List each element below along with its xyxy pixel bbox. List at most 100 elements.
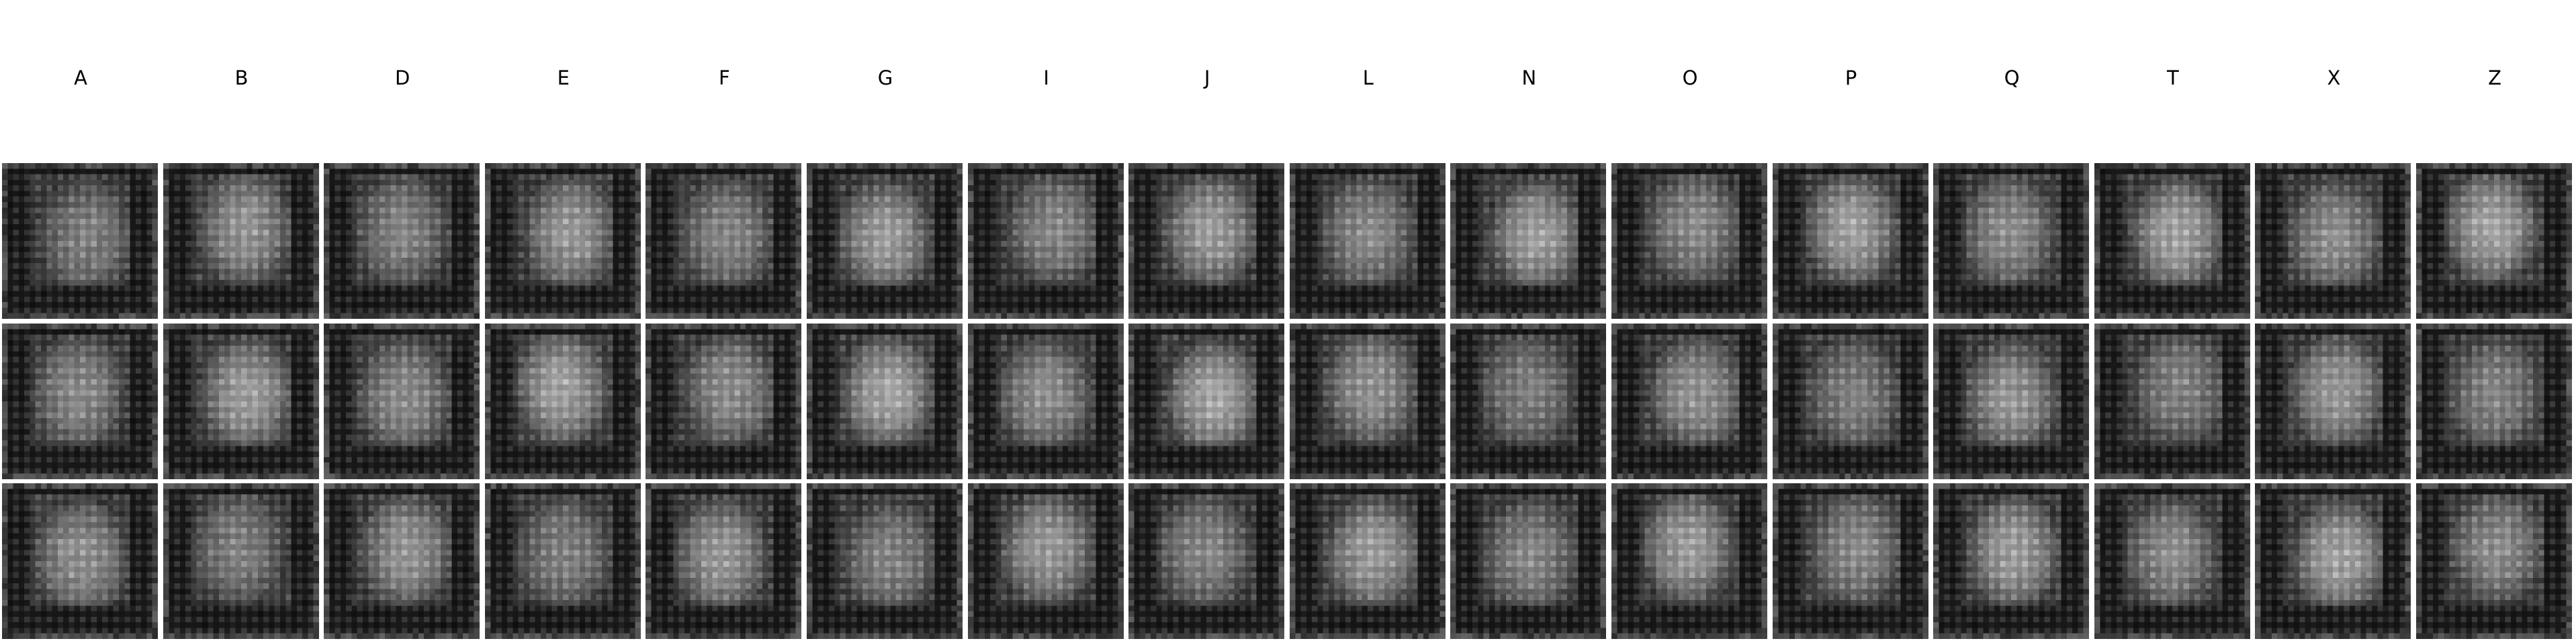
sample-cell-f-row-3 [646, 483, 802, 640]
column-label-d: D [322, 64, 483, 91]
sample-image [1450, 163, 1607, 319]
sample-image [807, 163, 963, 319]
column-label-e: E [483, 64, 644, 91]
sample-image [2416, 483, 2572, 640]
sample-cell-b-row-2 [163, 323, 319, 479]
sample-image [1128, 163, 1285, 319]
sample-image [646, 323, 802, 479]
sample-cell-d-row-2 [324, 323, 480, 479]
sample-cell-d-row-3 [324, 483, 480, 640]
sample-image [2094, 163, 2250, 319]
sample-cell-j-row-3 [1128, 483, 1285, 640]
sample-image [1289, 163, 1446, 319]
column-label-i: I [966, 64, 1127, 91]
sample-cell-x-row-1 [2255, 163, 2411, 319]
sample-cell-i-row-1 [967, 163, 1124, 319]
sample-cell-q-row-3 [1933, 483, 2090, 640]
sample-image [163, 163, 319, 319]
sample-image [1128, 323, 1285, 479]
sample-image [1933, 483, 2090, 640]
sample-image [646, 163, 802, 319]
sample-cell-p-row-2 [1772, 323, 1928, 479]
sample-cell-a-row-3 [2, 483, 158, 640]
sample-cell-n-row-2 [1450, 323, 1607, 479]
sample-image [1933, 163, 2090, 319]
sample-cell-b-row-1 [163, 163, 319, 319]
sample-cell-q-row-1 [1933, 163, 2090, 319]
sample-image [2255, 323, 2411, 479]
sample-image [1772, 163, 1928, 319]
column-label-b: B [161, 64, 322, 91]
sample-image [2094, 483, 2250, 640]
sample-image [2, 323, 158, 479]
sample-image [2255, 163, 2411, 319]
sample-image [2, 163, 158, 319]
sample-cell-a-row-1 [2, 163, 158, 319]
sample-cell-f-row-1 [646, 163, 802, 319]
sample-cell-t-row-2 [2094, 323, 2250, 479]
sample-image [1289, 323, 1446, 479]
sample-image [1128, 483, 1285, 640]
sample-cell-j-row-1 [1128, 163, 1285, 319]
sample-image [1450, 483, 1607, 640]
sample-image [1611, 483, 1767, 640]
sample-cell-z-row-1 [2416, 163, 2572, 319]
sample-cell-n-row-3 [1450, 483, 1607, 640]
column-label-l: L [1288, 64, 1449, 91]
column-label-a: A [0, 64, 161, 91]
sample-cell-i-row-2 [967, 323, 1124, 479]
sample-image [967, 163, 1124, 319]
sample-cell-o-row-1 [1611, 163, 1767, 319]
column-label-p: P [1771, 64, 1932, 91]
sample-cell-l-row-3 [1289, 483, 1446, 640]
sample-image [2094, 323, 2250, 479]
sample-image [1772, 483, 1928, 640]
sample-cell-d-row-1 [324, 163, 480, 319]
sample-image [2416, 163, 2572, 319]
column-label-f: F [643, 64, 805, 91]
sample-cell-b-row-3 [163, 483, 319, 640]
sample-cell-z-row-3 [2416, 483, 2572, 640]
sample-cell-o-row-3 [1611, 483, 1767, 640]
sample-cell-j-row-2 [1128, 323, 1285, 479]
sample-cell-t-row-3 [2094, 483, 2250, 640]
sample-cell-f-row-2 [646, 323, 802, 479]
sample-image [1289, 483, 1446, 640]
sample-cell-e-row-3 [484, 483, 641, 640]
sample-cell-q-row-2 [1933, 323, 2090, 479]
column-label-o: O [1609, 64, 1771, 91]
sample-cell-l-row-1 [1289, 163, 1446, 319]
column-label-z: Z [2414, 64, 2575, 91]
sample-cell-x-row-3 [2255, 483, 2411, 640]
sample-image [1611, 323, 1767, 479]
sample-image [967, 483, 1124, 640]
sample-image [1772, 323, 1928, 479]
sample-image [484, 323, 641, 479]
sample-cell-n-row-1 [1450, 163, 1607, 319]
sample-cell-e-row-1 [484, 163, 641, 319]
column-label-x: X [2253, 64, 2414, 91]
sample-cell-g-row-3 [807, 483, 963, 640]
column-label-n: N [1448, 64, 1609, 91]
sample-cell-z-row-2 [2416, 323, 2572, 479]
column-label-t: T [2092, 64, 2254, 91]
sample-cell-o-row-2 [1611, 323, 1767, 479]
sample-cell-x-row-2 [2255, 323, 2411, 479]
sample-image [484, 163, 641, 319]
sample-cell-l-row-2 [1289, 323, 1446, 479]
sample-image [324, 483, 480, 640]
sample-cell-i-row-3 [967, 483, 1124, 640]
sample-cell-p-row-1 [1772, 163, 1928, 319]
sample-image [324, 323, 480, 479]
sample-image [967, 323, 1124, 479]
sample-image [163, 483, 319, 640]
sample-image [646, 483, 802, 640]
sample-cell-t-row-1 [2094, 163, 2250, 319]
sample-image [163, 323, 319, 479]
sample-cell-e-row-2 [484, 323, 641, 479]
sample-image [2, 483, 158, 640]
sample-image [324, 163, 480, 319]
sample-image [807, 323, 963, 479]
sample-cell-a-row-2 [2, 323, 158, 479]
